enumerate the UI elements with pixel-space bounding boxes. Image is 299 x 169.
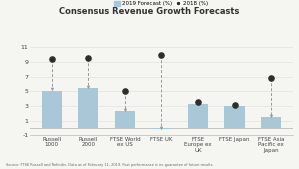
Text: Consensus Revenue Growth Forecasts: Consensus Revenue Growth Forecasts (59, 7, 240, 16)
Bar (261, 117, 281, 128)
Bar (42, 91, 62, 128)
Point (86, 57, 91, 60)
Bar (151, 128, 172, 129)
Bar (78, 88, 98, 128)
Point (232, 104, 237, 106)
Bar (115, 111, 135, 128)
Point (123, 90, 127, 93)
Point (159, 53, 164, 56)
Bar (188, 104, 208, 128)
Point (269, 77, 274, 79)
Text: Source: FTSE Russell and Refinitiv. Data as of February 11, 2019. Past performan: Source: FTSE Russell and Refinitiv. Data… (6, 163, 213, 167)
Point (49, 58, 54, 60)
Bar (225, 106, 245, 128)
Point (196, 101, 200, 104)
Legend: 2019 Forecast (%), 2018 (%): 2019 Forecast (%), 2018 (%) (112, 0, 211, 9)
